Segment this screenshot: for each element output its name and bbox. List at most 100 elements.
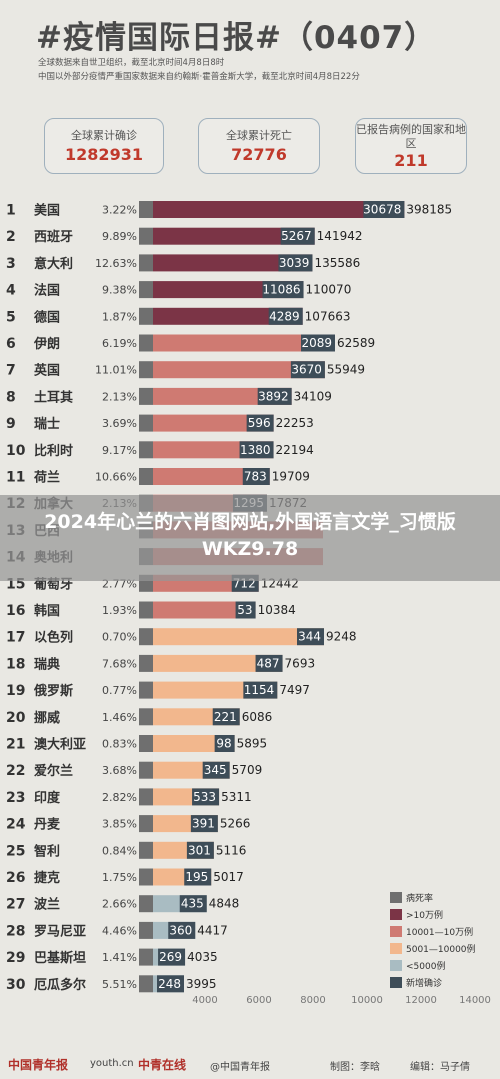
bar-total bbox=[153, 628, 324, 646]
total-label: 55949 bbox=[327, 363, 365, 377]
row-rank: 7 bbox=[6, 363, 16, 379]
death-rate-mark bbox=[139, 895, 153, 913]
bar-new-cases bbox=[255, 654, 283, 672]
death-rate-mark bbox=[139, 601, 153, 619]
bar-total bbox=[153, 307, 303, 325]
row-country: 罗马尼亚 bbox=[34, 924, 86, 939]
row-country: 俄罗斯 bbox=[33, 683, 73, 699]
row-country: 巴基斯坦 bbox=[34, 950, 86, 966]
kpi-global-confirmed: 全球累计确诊 1282931 bbox=[44, 118, 164, 174]
death-rate-mark bbox=[139, 201, 153, 218]
bar-new-cases bbox=[363, 201, 405, 218]
total-label: 398185 bbox=[406, 203, 452, 217]
legend-label: >10万例 bbox=[406, 909, 443, 921]
row-death-rate: 1.75% bbox=[102, 871, 137, 884]
row-death-rate: 0.83% bbox=[102, 738, 137, 751]
row-country: 德国 bbox=[34, 309, 60, 325]
death-rate-mark bbox=[139, 414, 153, 432]
bar-total bbox=[153, 254, 313, 272]
row-rank: 21 bbox=[6, 737, 25, 753]
row-country: 比利时 bbox=[34, 443, 73, 459]
bar-total bbox=[153, 387, 292, 405]
death-rate-mark bbox=[139, 628, 153, 646]
overlay-text: 2024年心兰的六肖图网站,外国语言文学_习惯版WKZ9.78 bbox=[44, 511, 456, 560]
bar-total bbox=[153, 601, 256, 619]
row-country: 爱尔兰 bbox=[34, 763, 73, 779]
total-label: 9248 bbox=[326, 630, 357, 644]
death-rate-mark bbox=[139, 815, 153, 833]
bar-new-cases bbox=[212, 708, 240, 726]
row-rank: 26 bbox=[6, 870, 25, 886]
new-cases-label: 301 bbox=[188, 843, 211, 857]
axis-tick-label: 12000 bbox=[405, 995, 437, 1006]
bar-new-cases bbox=[179, 895, 207, 913]
new-cases-label: 4289 bbox=[269, 309, 300, 323]
kpi-value: 1282931 bbox=[65, 145, 143, 164]
logo-youth: youth.cn bbox=[90, 1058, 134, 1069]
row-country: 土耳其 bbox=[34, 389, 73, 405]
death-rate-mark bbox=[139, 307, 153, 325]
bar-new-cases bbox=[186, 841, 214, 859]
row-death-rate: 4.46% bbox=[102, 924, 137, 937]
row-death-rate: 9.89% bbox=[102, 230, 137, 243]
source-note-2: 中国以外部分疫情严重国家数据来自约翰斯·霍普金斯大学，截至北京时间4月8日22分 bbox=[38, 72, 360, 82]
logo-cyd: 中国青年报 bbox=[8, 1058, 69, 1072]
axis-tick-label: 14000 bbox=[459, 995, 491, 1006]
total-label: 19709 bbox=[272, 470, 310, 484]
row-death-rate: 0.70% bbox=[102, 631, 137, 644]
bar-new-cases bbox=[157, 975, 184, 993]
legend-swatch bbox=[390, 943, 402, 954]
row-country: 挪威 bbox=[34, 710, 60, 726]
row-country: 法国 bbox=[34, 283, 60, 299]
death-rate-mark bbox=[139, 921, 153, 939]
overlay-banner: 2024年心兰的六肖图网站,外国语言文学_习惯版WKZ9.78 bbox=[0, 495, 500, 581]
death-rate-mark bbox=[139, 387, 153, 405]
total-label: 141942 bbox=[317, 229, 363, 243]
row-country: 澳大利亚 bbox=[34, 737, 86, 753]
row-rank: 27 bbox=[6, 897, 25, 913]
new-cases-label: 195 bbox=[185, 870, 208, 884]
row-death-rate: 11.01% bbox=[95, 364, 137, 377]
kpi-value: 72776 bbox=[231, 145, 287, 164]
new-cases-label: 98 bbox=[216, 737, 231, 751]
bar-new-cases bbox=[262, 281, 304, 299]
row-death-rate: 12.63% bbox=[95, 257, 137, 270]
weibo-handle: @中国青年报 bbox=[210, 1062, 270, 1073]
row-rank: 19 bbox=[6, 683, 25, 699]
bar-total bbox=[153, 361, 325, 379]
kpi-label: 已报告病例的国家和地区 bbox=[356, 123, 466, 150]
bar-total bbox=[153, 201, 405, 218]
new-cases-label: 360 bbox=[169, 923, 192, 937]
kpi-global-deaths: 全球累计死亡 72776 bbox=[198, 118, 320, 174]
row-rank: 29 bbox=[6, 950, 25, 966]
row-rank: 23 bbox=[6, 790, 25, 806]
source-note-1: 全球数据来自世卫组织，截至北京时间4月8日8时 bbox=[38, 58, 225, 68]
new-cases-label: 533 bbox=[193, 790, 216, 804]
kpi-label: 全球累计死亡 bbox=[226, 129, 292, 142]
bar-total bbox=[153, 414, 274, 432]
row-country: 美国 bbox=[34, 203, 60, 219]
total-label: 22253 bbox=[276, 416, 314, 430]
row-rank: 24 bbox=[6, 817, 26, 833]
axis-tick-label: 4000 bbox=[192, 995, 217, 1006]
total-label: 6086 bbox=[242, 710, 273, 724]
row-rank: 10 bbox=[6, 443, 26, 459]
death-rate-mark bbox=[139, 975, 153, 993]
row-death-rate: 5.51% bbox=[102, 978, 137, 991]
row-death-rate: 1.93% bbox=[102, 604, 137, 617]
row-country: 捷克 bbox=[34, 870, 60, 886]
row-death-rate: 2.66% bbox=[102, 898, 137, 911]
header: #疫情国际日报#（0407） 全球数据来自世卫组织，截至北京时间4月8日8时 中… bbox=[0, 0, 500, 100]
legend-swatch bbox=[390, 977, 402, 988]
kpi-countries: 已报告病例的国家和地区 211 bbox=[355, 118, 467, 174]
row-country: 荷兰 bbox=[33, 470, 60, 486]
page-title: #疫情国际日报#（0407） bbox=[36, 20, 437, 56]
legend-label: 病死率 bbox=[406, 892, 433, 904]
bar-new-cases bbox=[190, 815, 218, 833]
bar-new-cases bbox=[184, 868, 212, 886]
total-label: 3995 bbox=[186, 977, 217, 991]
death-rate-mark bbox=[139, 361, 153, 379]
death-rate-mark bbox=[139, 654, 153, 672]
row-rank: 3 bbox=[6, 256, 16, 272]
new-cases-label: 435 bbox=[181, 897, 204, 911]
